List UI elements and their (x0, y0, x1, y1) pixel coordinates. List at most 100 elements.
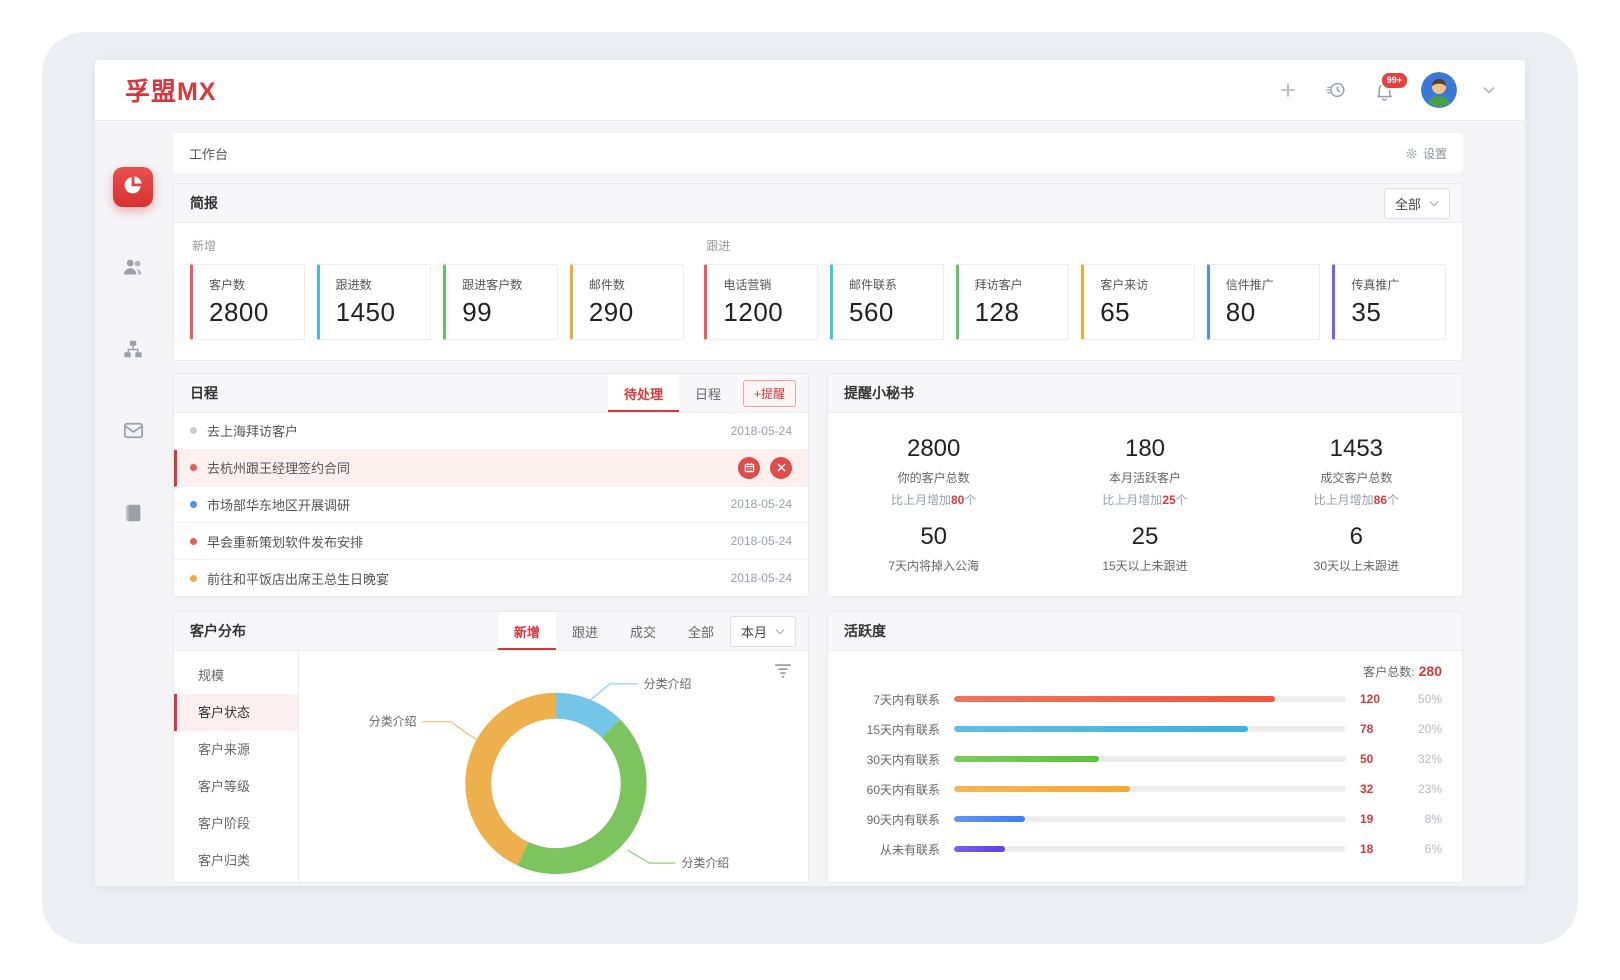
activity-bar-track (954, 756, 1346, 762)
chevron-down-icon[interactable] (1483, 86, 1495, 94)
activity-row-percent: 6% (1400, 842, 1442, 856)
stat-card[interactable]: 传真推广35 (1332, 264, 1446, 340)
distribution-menu-客户状态[interactable]: 客户状态 (174, 694, 298, 731)
tab-schedule-待处理[interactable]: 待处理 (608, 374, 679, 412)
item-dot (190, 427, 197, 434)
reminder-stat-value: 50 (828, 523, 1039, 551)
app-window: 孚盟MX 99+ (95, 60, 1525, 886)
reminder-grid: 2800你的客户总数比上月增加80个180本月活跃客户比上月增加25个1453成… (828, 413, 1462, 596)
distribution-menu-客户等级[interactable]: 客户等级 (174, 768, 298, 805)
avatar[interactable] (1421, 72, 1457, 108)
reminder-stat: 630天以上未跟进 (1251, 523, 1462, 574)
sidebar-item-dashboard[interactable] (113, 167, 153, 207)
stat-card-label: 跟进客户数 (462, 276, 557, 293)
activity-row-label: 30天内有联系 (848, 751, 940, 768)
svg-text:分类介绍: 分类介绍 (681, 856, 729, 870)
distribution-menu-客户阶段[interactable]: 客户阶段 (174, 805, 298, 842)
stat-card-value: 560 (849, 297, 943, 328)
reminder-stat-value: 25 (1039, 523, 1250, 551)
reminder-stat: 180本月活跃客户比上月增加25个 (1039, 435, 1250, 508)
add-reminder-button[interactable]: +提醒 (743, 380, 796, 407)
schedule-item[interactable]: 去杭州跟王经理签约合同 (174, 450, 808, 487)
notification-badge: 99+ (1380, 71, 1409, 90)
stat-card-label: 邮件联系 (849, 276, 943, 293)
distribution-menu-客户来源[interactable]: 客户来源 (174, 731, 298, 768)
schedule-item-date: 2018-05-24 (731, 497, 792, 511)
history-icon[interactable] (1325, 79, 1347, 101)
reminder-stat-value: 180 (1039, 435, 1250, 463)
schedule-item-text: 市场部华东地区开展调研 (207, 495, 731, 514)
schedule-item[interactable]: 前往和平饭店出席王总生日晚宴2018-05-24 (174, 560, 808, 596)
schedule-item-text: 去上海拜访客户 (207, 421, 731, 440)
briefing-filter-dropdown[interactable]: 全部 (1384, 188, 1450, 219)
close-button[interactable] (770, 457, 792, 479)
settings-button[interactable]: 设置 (1405, 145, 1447, 162)
item-dot (190, 575, 197, 582)
customer-distribution-donut: 分类介绍分类介绍分类介绍 (299, 651, 808, 882)
briefing-panel: 简报 全部 新增客户数2800跟进数1450跟进客户数99邮件数290跟进电话营… (173, 183, 1463, 361)
distribution-header: 客户分布 新增跟进成交全部 本月 (174, 612, 808, 651)
schedule-header: 日程 待处理日程 +提醒 (174, 374, 808, 413)
reminder-note-number: 25 (1162, 493, 1175, 507)
tab-distribution-成交[interactable]: 成交 (614, 612, 672, 650)
activity-rows: 7天内有联系12050%15天内有联系7820%30天内有联系5032%60天内… (848, 684, 1442, 864)
activity-row-label: 60天内有联系 (848, 781, 940, 798)
activity-bar-fill (954, 696, 1275, 702)
customer-total-value: 280 (1419, 663, 1442, 679)
tab-schedule-日程[interactable]: 日程 (679, 374, 737, 412)
stat-card[interactable]: 客户来访65 (1081, 264, 1195, 340)
calendar-button[interactable] (738, 457, 760, 479)
activity-row-percent: 8% (1400, 812, 1442, 826)
stat-card[interactable]: 邮件联系 560 (830, 264, 944, 340)
reminder-stat-label: 7天内将掉入公海 (828, 557, 1039, 574)
stat-card-label: 电话营销 (723, 276, 817, 293)
activity-row-percent: 20% (1400, 722, 1442, 736)
stat-card-value: 65 (1100, 297, 1194, 328)
schedule-item[interactable]: 市场部华东地区开展调研2018-05-24 (174, 487, 808, 524)
stat-card[interactable]: 拜访客户128 (956, 264, 1070, 340)
reminder-title: 提醒小秘书 (844, 383, 914, 403)
chevron-down-icon (775, 628, 785, 635)
stat-card-value: 35 (1351, 297, 1445, 328)
stat-card[interactable]: 跟进数1450 (317, 264, 432, 340)
activity-bar-track (954, 726, 1346, 732)
schedule-item[interactable]: 早会重新策划软件发布安排2018-05-24 (174, 523, 808, 560)
tab-distribution-全部[interactable]: 全部 (672, 612, 730, 650)
stat-card[interactable]: 跟进客户数99 (443, 264, 558, 340)
distribution-menu-规模[interactable]: 规模 (174, 657, 298, 694)
schedule-item-date: 2018-05-24 (731, 534, 792, 548)
add-icon[interactable] (1277, 79, 1299, 101)
reminder-stat-label: 30天以上未跟进 (1251, 557, 1462, 574)
stat-card-label: 信件推广 (1226, 276, 1320, 293)
filter-funnel-icon[interactable] (774, 663, 792, 683)
tab-distribution-新增[interactable]: 新增 (498, 612, 556, 650)
sidebar-item-documents[interactable] (113, 495, 153, 535)
stat-card[interactable]: 信件推广80 (1207, 264, 1321, 340)
schedule-item-text: 去杭州跟王经理签约合同 (207, 458, 738, 477)
sidebar-item-organization[interactable] (113, 331, 153, 371)
activity-row-value: 50 (1360, 752, 1400, 766)
activity-header: 活跃度 (828, 612, 1462, 651)
reminder-stat-note: 比上月增加80个 (828, 491, 1039, 508)
sidebar-item-mail[interactable] (113, 413, 153, 453)
notifications-icon[interactable]: 99+ (1373, 79, 1395, 101)
distribution-menu-客户归类[interactable]: 客户归类 (174, 842, 298, 879)
reminder-stat-note: 比上月增加86个 (1251, 491, 1462, 508)
activity-title: 活跃度 (844, 621, 886, 641)
briefing-group-label: 新增 (192, 237, 684, 254)
stat-card[interactable]: 电话营销1200 (704, 264, 818, 340)
distribution-title: 客户分布 (190, 621, 246, 641)
schedule-item[interactable]: 去上海拜访客户2018-05-24 (174, 413, 808, 450)
tab-distribution-跟进[interactable]: 跟进 (556, 612, 614, 650)
distribution-body: 规模客户状态客户来源客户等级客户阶段客户归类 分类介绍分类介绍分类介绍 (174, 651, 808, 882)
app-header: 孚盟MX 99+ (95, 60, 1525, 121)
sidebar-item-customers[interactable] (113, 249, 153, 289)
activity-row: 30天内有联系 5032% (848, 744, 1442, 774)
activity-row-percent: 32% (1400, 752, 1442, 766)
activity-row-value: 18 (1360, 842, 1400, 856)
stat-card[interactable]: 邮件数290 (570, 264, 685, 340)
activity-row-label: 7天内有联系 (848, 691, 940, 708)
stat-card[interactable]: 客户数2800 (190, 264, 305, 340)
period-dropdown[interactable]: 本月 (730, 616, 796, 647)
reminder-stat-label: 15天以上未跟进 (1039, 557, 1250, 574)
